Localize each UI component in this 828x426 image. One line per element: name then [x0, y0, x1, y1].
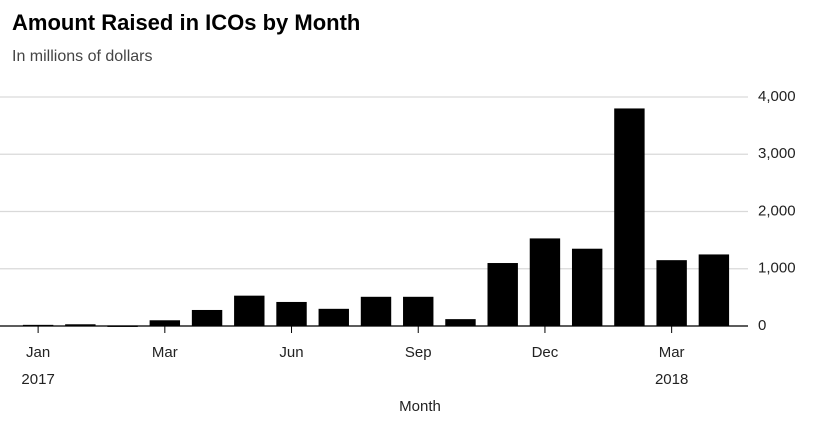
- bar: [276, 301, 307, 326]
- chart-subtitle: In millions of dollars: [12, 48, 153, 65]
- bar: [571, 248, 603, 326]
- y-tick-label: 3,000: [758, 145, 796, 162]
- bar: [529, 238, 561, 326]
- x-tick-label: Mar: [659, 344, 685, 361]
- y-tick-label: 1,000: [758, 260, 796, 277]
- bar: [698, 254, 730, 326]
- bar: [65, 324, 96, 326]
- x-tick-year: 2018: [655, 371, 688, 388]
- y-tick-label: 0: [758, 317, 766, 334]
- x-tick-label: Dec: [532, 344, 559, 361]
- bar: [445, 319, 476, 326]
- bar: [656, 260, 687, 326]
- y-tick-label: 2,000: [758, 202, 796, 219]
- bar: [234, 295, 265, 326]
- bar: [403, 296, 434, 326]
- x-tick-year: 2017: [21, 371, 54, 388]
- bar: [318, 308, 349, 326]
- bar: [149, 320, 181, 326]
- bar: [614, 108, 645, 326]
- y-tick-label: 4,000: [758, 88, 796, 105]
- bar: [487, 263, 518, 326]
- bar: [191, 309, 223, 326]
- x-axis-title: Month: [399, 398, 441, 415]
- chart-title: Amount Raised in ICOs by Month: [12, 10, 360, 35]
- x-tick-label: Jun: [279, 344, 303, 361]
- x-tick-label: Jan: [26, 344, 50, 361]
- x-tick-label: Sep: [405, 344, 432, 361]
- bar: [360, 296, 392, 326]
- x-tick-label: Mar: [152, 344, 178, 361]
